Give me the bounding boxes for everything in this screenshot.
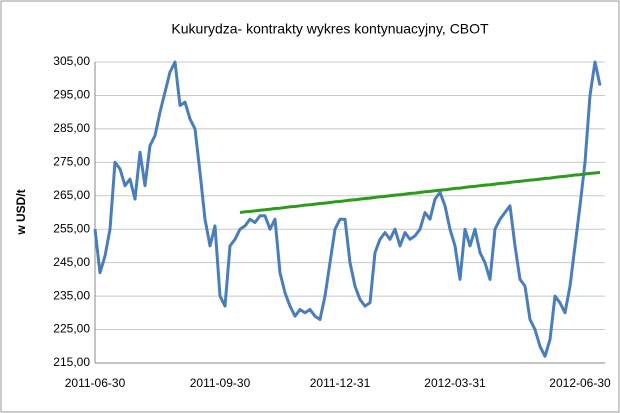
y-tick-label: 235,00: [53, 288, 90, 302]
y-tick-label: 255,00: [53, 221, 90, 235]
x-tick-label: 2012-03-31: [424, 376, 486, 390]
data-line: [239, 170, 601, 214]
y-tick-label: 295,00: [53, 88, 90, 102]
y-axis-label: w USD/t: [14, 189, 28, 235]
y-tick-label: 215,00: [53, 355, 90, 369]
x-tick-label: 2011-06-30: [65, 376, 126, 390]
y-tick-label: 285,00: [53, 121, 90, 135]
y-tick-label: 275,00: [53, 155, 90, 169]
data-line: [93, 60, 602, 358]
chart-title: Kukurydza- kontrakty wykres kontynuacyjn…: [171, 21, 489, 37]
y-tick-label: 265,00: [53, 188, 90, 202]
y-tick-label: 225,00: [53, 322, 90, 336]
y-tick-label: 305,00: [53, 54, 90, 68]
x-tick-label: 2011-12-31: [310, 376, 371, 390]
x-tick-label: 2012-06-30: [549, 376, 611, 390]
y-tick-label: 245,00: [53, 255, 90, 269]
x-tick-label: 2011-09-30: [190, 376, 251, 390]
